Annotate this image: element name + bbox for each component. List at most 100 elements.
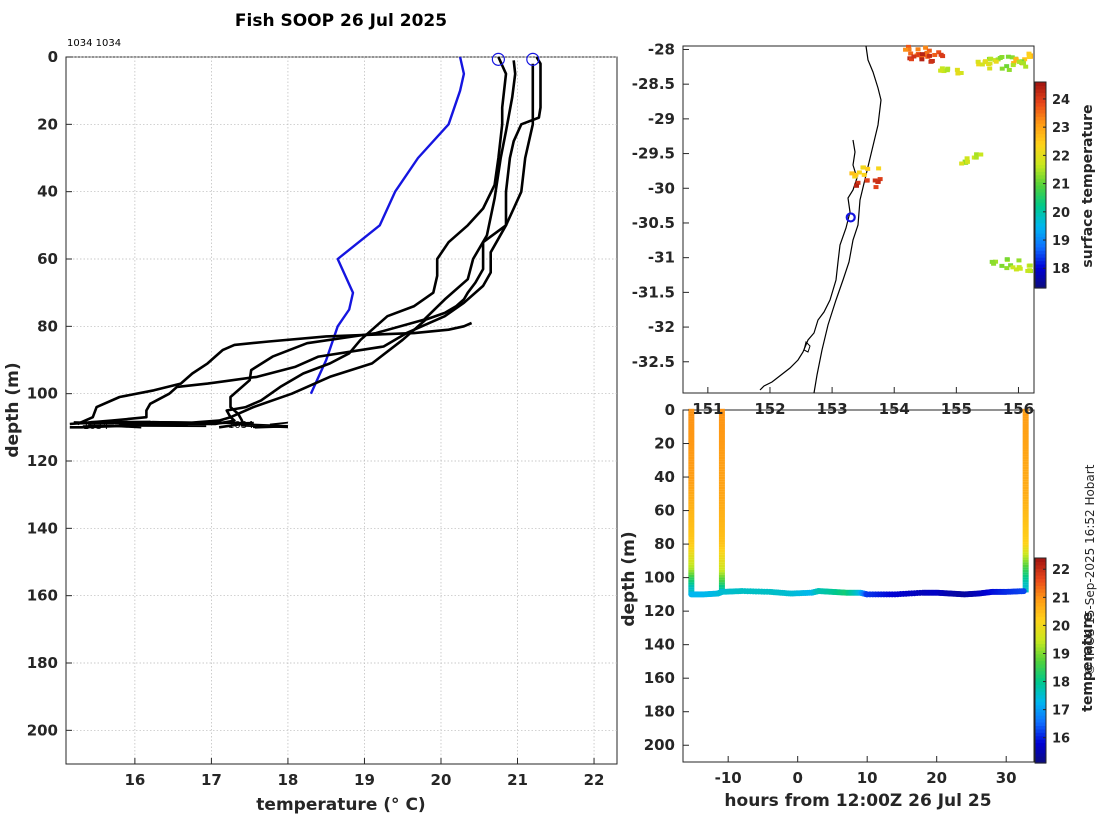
section-colorbar-gradient-step [1035, 616, 1046, 620]
section-colorbar: 16 17 18 19 20 21 22 [1035, 558, 1070, 764]
profile-x-tick-label: 21 [507, 771, 528, 789]
cast-sample [719, 562, 725, 565]
cast-sample [1023, 482, 1029, 485]
map-colorbar-gradient-step [1035, 206, 1046, 210]
cast-sample [719, 447, 725, 450]
cast-sample [1023, 524, 1029, 527]
cast-sample [1023, 454, 1029, 457]
cast-sample [688, 447, 694, 450]
section-colorbar-tick-label: 18 [1052, 676, 1070, 691]
sst-cell [987, 61, 992, 65]
cast-sample [1023, 479, 1029, 482]
cast-sample [719, 565, 725, 568]
profile-y-tick-label: 20 [37, 115, 58, 133]
cast-sample [688, 504, 694, 507]
sst-cell [965, 160, 970, 164]
section-colorbar-gradient-step [1035, 626, 1046, 630]
cast-sample [719, 542, 725, 545]
cast-sample [688, 474, 694, 477]
profile-y-tick-label: 180 [27, 654, 58, 672]
sst-cell [994, 60, 999, 64]
cast-sample [688, 537, 694, 540]
section-colorbar-gradient-step [1035, 725, 1046, 729]
cast-sample [719, 484, 725, 487]
section-colorbar-gradient-step [1035, 678, 1046, 682]
section-y-tick-label: 180 [644, 703, 675, 721]
cast-sample [688, 494, 694, 497]
sst-cell [1017, 60, 1022, 64]
section-colorbar-gradient-step [1035, 746, 1046, 750]
cast-sample [1023, 447, 1029, 450]
sst-cell [1005, 257, 1010, 261]
cast-sample [719, 472, 725, 475]
map-colorbar-gradient-step [1035, 219, 1046, 223]
sst-cell [1007, 68, 1012, 72]
cast-sample [719, 444, 725, 447]
section-colorbar-gradient-step [1035, 599, 1046, 603]
cast-sample [688, 587, 694, 590]
map-x-tick-label: 155 [941, 400, 972, 418]
section-colorbar-gradient-step [1035, 729, 1046, 733]
cast-sample [719, 582, 725, 585]
cast-sample [688, 532, 694, 535]
sst-cell [911, 54, 916, 58]
profile-y-tick-label: 140 [27, 519, 58, 537]
cast-sample [719, 512, 725, 515]
cast-sample [688, 529, 694, 532]
section-y-tick-label: 0 [665, 401, 675, 419]
sst-cell [940, 54, 945, 58]
cast-sample [1023, 550, 1029, 553]
profile-x-tick-label: 19 [354, 771, 375, 789]
map-colorbar-gradient-step [1035, 147, 1046, 151]
cast-sample [719, 509, 725, 512]
cast-sample [719, 540, 725, 543]
map-colorbar-gradient-step [1035, 140, 1046, 144]
cast-sample [1023, 575, 1029, 578]
section-colorbar-gradient-step [1035, 684, 1046, 688]
sst-cell [955, 68, 960, 72]
map-x-tick-label: 156 [1003, 400, 1034, 418]
section-x-tick-label: 20 [926, 769, 947, 787]
section-colorbar-gradient-step [1035, 702, 1046, 706]
cast-sample [1023, 542, 1029, 545]
sst-cell [1028, 264, 1033, 268]
cast-sample [719, 467, 725, 470]
section-colorbar-gradient-step [1035, 630, 1046, 634]
cast-sample [1023, 517, 1029, 520]
cast-sample [1023, 565, 1029, 568]
cast-sample [688, 441, 694, 444]
cast-sample [1023, 512, 1029, 515]
cast-sample [719, 459, 725, 462]
section-colorbar-gradient-step [1035, 575, 1046, 579]
sst-cell [987, 66, 992, 70]
cast-sample [688, 502, 694, 505]
cast-sample [1023, 419, 1029, 422]
sst-cell [928, 60, 933, 64]
cast-sample [719, 519, 725, 522]
cast-sample [1023, 457, 1029, 460]
cast-sample [688, 527, 694, 530]
cast-sample [1023, 540, 1029, 543]
sst-cell [873, 178, 878, 182]
cast-sample [1023, 560, 1029, 563]
section-colorbar-gradient-step [1035, 688, 1046, 692]
cast-sample [688, 542, 694, 545]
cast-sample [1023, 492, 1029, 495]
section-y-tick-label: 80 [654, 535, 675, 553]
cast-sample [719, 580, 725, 583]
cast-sample [1023, 509, 1029, 512]
cast-sample [719, 469, 725, 472]
map-y-tick-label: -28 [648, 40, 675, 58]
map-colorbar-gradient-step [1035, 223, 1046, 227]
sst-cell [1011, 63, 1016, 67]
annotation-mid: 1034 [228, 420, 253, 431]
profile-y-tick-label: 160 [27, 587, 58, 605]
section-colorbar-gradient-step [1035, 715, 1046, 719]
map-colorbar-gradient-step [1035, 240, 1046, 244]
section-colorbar-gradient-step [1035, 582, 1046, 586]
cast-sample [688, 462, 694, 465]
section-y-axis-label: depth (m) [619, 531, 639, 626]
section-colorbar-tick-label: 20 [1052, 619, 1070, 634]
map-colorbar-gradient-step [1035, 257, 1046, 261]
credit-text: © IMOS 15-Sep-2025 16:52 Hobart [1083, 464, 1097, 675]
